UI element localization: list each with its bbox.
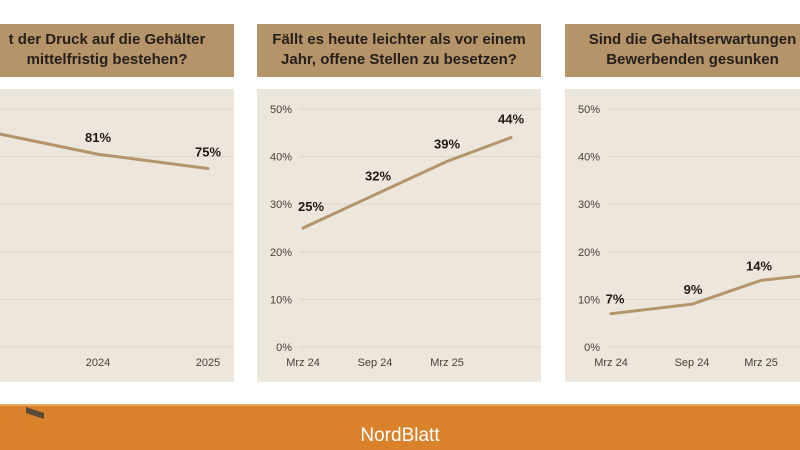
data-label: 81% — [85, 130, 111, 145]
y-tick-label: 0% — [276, 342, 292, 354]
data-label: 25% — [298, 199, 324, 214]
y-tick-label: 40% — [578, 152, 600, 164]
data-label: 44% — [498, 112, 524, 127]
y-tick-label: 40% — [270, 152, 292, 164]
x-tick-label: Mrz 25 — [430, 357, 464, 369]
data-label: 9% — [684, 282, 703, 297]
brand-logo-icon — [26, 407, 44, 433]
x-tick-label: 2024 — [86, 357, 110, 369]
series-line — [0, 132, 210, 170]
y-tick-label: 30% — [578, 199, 600, 211]
chart-3-title-line: Sind die Gehaltserwartungen — [588, 31, 797, 48]
data-label: 32% — [365, 169, 391, 184]
y-tick-label: 10% — [270, 294, 292, 306]
y-tick-label: 20% — [578, 247, 600, 259]
x-tick-label: Sep 24 — [358, 357, 393, 369]
series-line — [609, 274, 800, 316]
chart-1-title-line: t der Druck auf die Gehälter — [8, 31, 206, 48]
chart-3-svg: 0% 10% 20% 30% 40% 50% Mrz 24 Sep 24 Mrz 25 7% 9% 1… — [578, 104, 800, 369]
chart-1-plot: 320242025%81%75% — [0, 89, 234, 382]
chart-2-title-line: Jahr, offene Stellen zu besetzen? — [281, 51, 517, 68]
y-tick-label: 20% — [270, 247, 292, 259]
chart-2-title: Fällt es heute leichter als vor einem Jah… — [257, 24, 541, 77]
chart-1-title-line: mittelfristig bestehen? — [26, 51, 188, 68]
data-label: 14% — [746, 258, 772, 273]
chart-1-title: t der Druck auf die Gehälter mittelfristi… — [0, 24, 234, 77]
x-tick-label: Sep 24 — [675, 357, 710, 369]
chart-3-title-line: Bewerbenden gesunken — [606, 51, 779, 68]
y-tick-label: 50% — [270, 104, 292, 116]
chart-3-title: Sind die Gehaltserwartungen Bewerbenden g… — [565, 24, 800, 77]
chart-2-svg: 0% 10% 20% 30% 40% 50% Mrz 24 Sep 24 Mrz 25 25% 32… — [270, 104, 541, 369]
x-tick-label: Mrz 24 — [594, 357, 628, 369]
logo-fragment-text: n — [0, 414, 5, 428]
chart-1-svg: 320242025%81%75% — [0, 108, 234, 369]
data-label: 7% — [606, 292, 625, 307]
y-tick-label: 30% — [270, 199, 292, 211]
x-tick-label: 2025 — [196, 357, 220, 369]
y-tick-label: 50% — [578, 104, 600, 116]
footer-bar: NordBlatt — [0, 406, 800, 450]
chart-2-title-line: Fällt es heute leichter als vor einem — [272, 31, 526, 48]
data-label: 39% — [434, 136, 460, 151]
chart-2-plot: 0% 10% 20% 30% 40% 50% Mrz 24 Sep 24 Mrz 25 25% 32… — [257, 89, 541, 382]
series-line — [301, 136, 513, 230]
footer-divider — [0, 404, 800, 406]
x-tick-label: Mrz 25 — [744, 357, 778, 369]
footer-brand: NordBlatt — [360, 425, 440, 446]
y-tick-label: 0% — [584, 342, 600, 354]
data-label: 75% — [195, 145, 221, 160]
x-tick-label: Mrz 24 — [286, 357, 320, 369]
chart-3-plot: 0% 10% 20% 30% 40% 50% Mrz 24 Sep 24 Mrz 25 7% 9% 1… — [565, 89, 800, 382]
y-tick-label: 10% — [578, 294, 600, 306]
